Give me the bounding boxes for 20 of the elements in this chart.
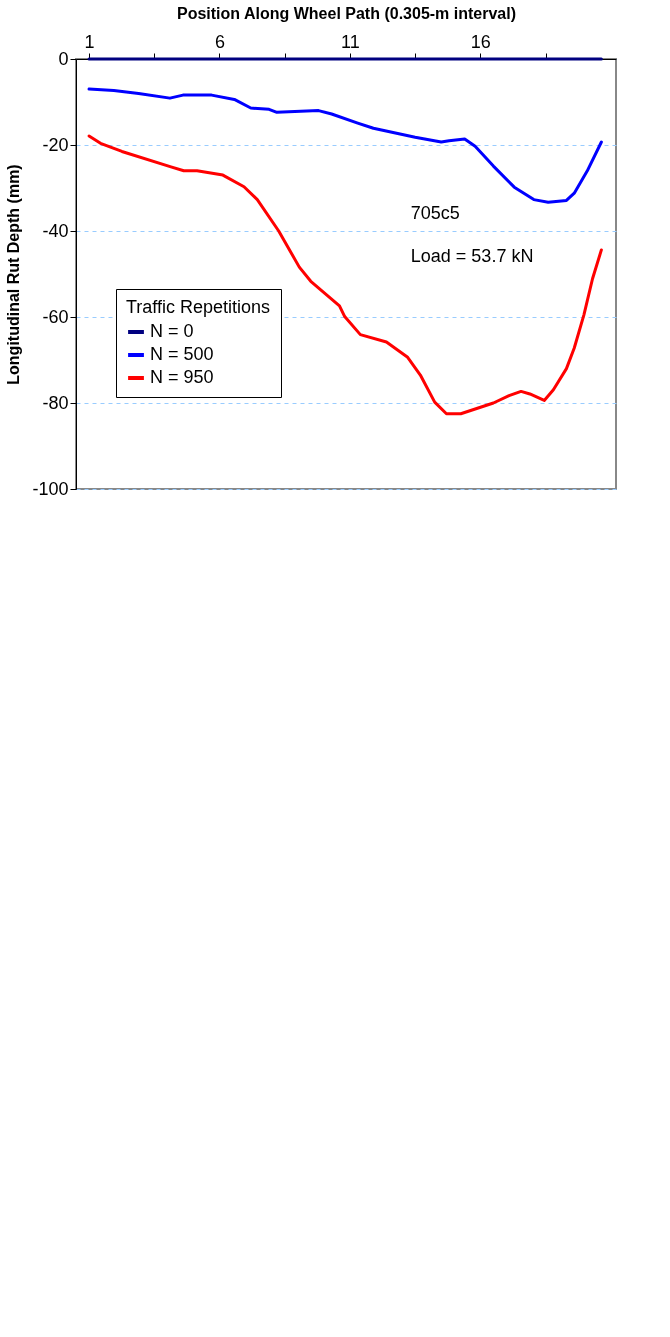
y-tick-label: -20 bbox=[42, 134, 69, 155]
y-tick-label: -60 bbox=[42, 306, 69, 327]
y-tick-label: -40 bbox=[42, 220, 69, 241]
y-axis-title: Longitudinal Rut Depth (mm) bbox=[5, 164, 23, 385]
y-tick-label: 0 bbox=[58, 48, 69, 69]
x-axis-title: Position Along Wheel Path (0.305-m interval) bbox=[176, 4, 517, 22]
legend-title: Traffic Repetitions bbox=[126, 297, 271, 317]
line-series bbox=[87, 134, 603, 416]
legend-label: N = 500 bbox=[150, 344, 214, 364]
line-series bbox=[87, 87, 603, 204]
x-tick-label: 16 bbox=[470, 31, 491, 52]
annotation: Load = 53.7 kN bbox=[410, 245, 534, 266]
annotation: 705c5 bbox=[410, 202, 460, 223]
y-tick-label: -80 bbox=[42, 392, 69, 413]
x-tick-label: 11 bbox=[341, 31, 360, 52]
x-tick-label: 6 bbox=[214, 31, 225, 52]
legend-label: N = 950 bbox=[150, 367, 214, 387]
legend-label: N = 0 bbox=[150, 321, 194, 341]
x-tick-label: 1 bbox=[84, 31, 95, 52]
y-tick-label: -100 bbox=[32, 478, 69, 499]
